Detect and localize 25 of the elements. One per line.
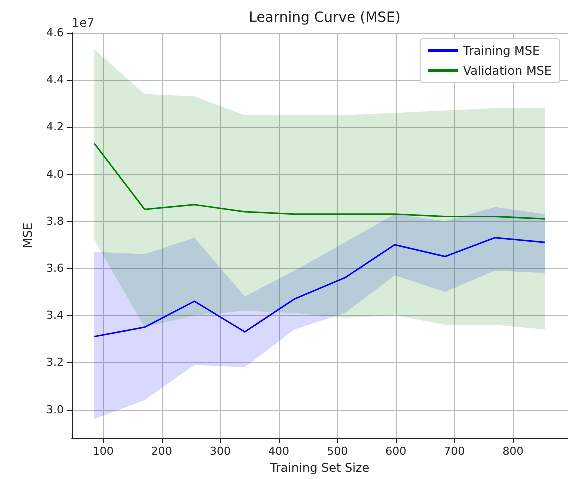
y-tick-label: 3.8 (46, 214, 64, 228)
legend-label: Training MSE (462, 44, 540, 58)
x-tick-label: 600 (386, 445, 407, 458)
text: 1e7 (72, 16, 95, 30)
y-tick-label: 3.4 (46, 309, 64, 322)
y-tick-label: 4.0 (46, 168, 64, 181)
y-tick-label: 3.6 (46, 262, 64, 276)
legend-label: Validation MSE (463, 64, 552, 78)
x-tick-label: 500 (327, 445, 348, 458)
y-axis-title: MSE (21, 222, 35, 248)
line-series (94, 237, 546, 338)
x-tick-label: 800 (502, 445, 524, 458)
x-tick-label: 300 (210, 445, 231, 458)
x-tick-label: 700 (444, 445, 466, 458)
y-tick-label: 3.0 (46, 403, 64, 416)
x-tick-label: 100 (92, 445, 114, 458)
x-tick-label: 200 (151, 445, 172, 458)
chart-title: Learning Curve (MSE) (249, 10, 401, 26)
y-tick-label: 4.2 (46, 120, 64, 134)
line-series (94, 142, 546, 220)
x-tick-label: 400 (268, 445, 290, 458)
y-tick-label: 4.4 (46, 74, 64, 87)
x-axis-title: Training Set Size (269, 461, 370, 475)
y-tick-label: 4.6 (46, 26, 64, 40)
y-tick-label: 3.2 (46, 356, 64, 370)
